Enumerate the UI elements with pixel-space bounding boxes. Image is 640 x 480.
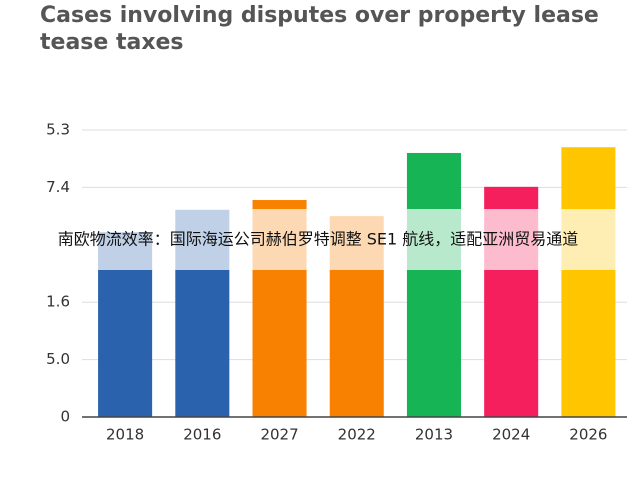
y-tick-label: 7.4 [46,178,70,196]
x-tick-label: 2027 [260,426,298,444]
x-tick-label: 2026 [569,426,607,444]
bar [561,147,616,417]
x-tick-label: 2016 [183,426,221,444]
y-tick-label: 5.0 [46,350,70,368]
y-tick-label: 1.6 [46,293,70,311]
y-tick-label: 0 [60,408,70,426]
overlay-text: 南欧物流效率：国际海运公司赫伯罗特调整 SE1 航线，适配亚洲贸易通道 [58,230,579,249]
x-tick-label: 2013 [415,426,453,444]
x-tick-label: 2022 [338,426,376,444]
x-tick-label: 2018 [106,426,144,444]
bar [406,152,461,417]
overlay-band [0,209,640,270]
x-tick-label: 2024 [492,426,530,444]
y-tick-label: 5.3 [46,121,70,139]
chart-title: Cases involving disputes over property l… [40,3,599,55]
